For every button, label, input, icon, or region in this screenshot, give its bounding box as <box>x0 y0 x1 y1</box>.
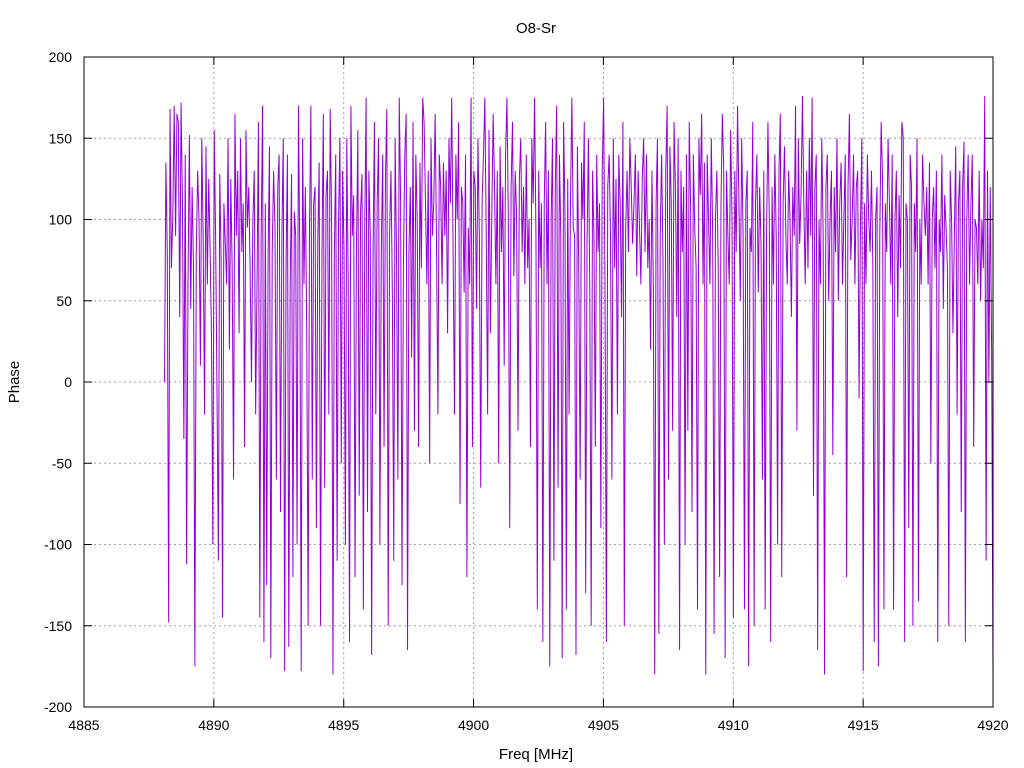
y-tick-label: -200 <box>44 699 72 715</box>
plot-border <box>83 56 994 708</box>
x-tick-label: 4900 <box>458 717 489 733</box>
x-axis-label: Freq [MHz] <box>499 746 573 763</box>
y-tick-label: -100 <box>44 537 72 553</box>
series-plot <box>164 95 994 675</box>
x-tick-label: 4915 <box>848 717 879 733</box>
y-axis-label: Phase <box>6 361 23 404</box>
chart-title: O8-Sr <box>516 20 556 37</box>
x-tick-label: 4910 <box>718 717 749 733</box>
x-tick-label: 4905 <box>588 717 619 733</box>
x-tick-label: 4920 <box>977 717 1008 733</box>
y-tick-label: -150 <box>44 618 72 634</box>
y-tick-label: 100 <box>49 212 73 228</box>
x-tick-label: 4885 <box>68 717 99 733</box>
tick-labels: 4885 4890 4895 4900 4905 4910 4915 4920 -200 -150… <box>44 49 1009 733</box>
y-tick-label: -50 <box>52 455 72 471</box>
x-tick-label: 4890 <box>198 717 229 733</box>
y-tick-label: 0 <box>64 374 72 390</box>
y-tick-label: 150 <box>49 130 73 146</box>
phase-series-line <box>164 95 994 675</box>
y-tick-label: 200 <box>49 49 73 65</box>
x-tick-label: 4895 <box>328 717 359 733</box>
y-tick-label: 50 <box>56 293 72 309</box>
